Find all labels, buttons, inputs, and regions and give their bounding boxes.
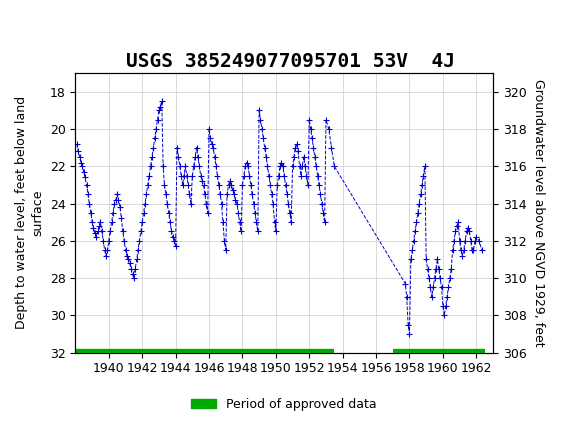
- Text: USGS 385249077095701 53V  4J: USGS 385249077095701 53V 4J: [125, 52, 455, 71]
- Y-axis label: Groundwater level above NGVD 1929, feet: Groundwater level above NGVD 1929, feet: [532, 79, 545, 347]
- Y-axis label: Depth to water level, feet below land
surface: Depth to water level, feet below land su…: [15, 96, 44, 329]
- Text: ≡USGS: ≡USGS: [6, 17, 60, 35]
- Legend: Period of approved data: Period of approved data: [186, 393, 382, 416]
